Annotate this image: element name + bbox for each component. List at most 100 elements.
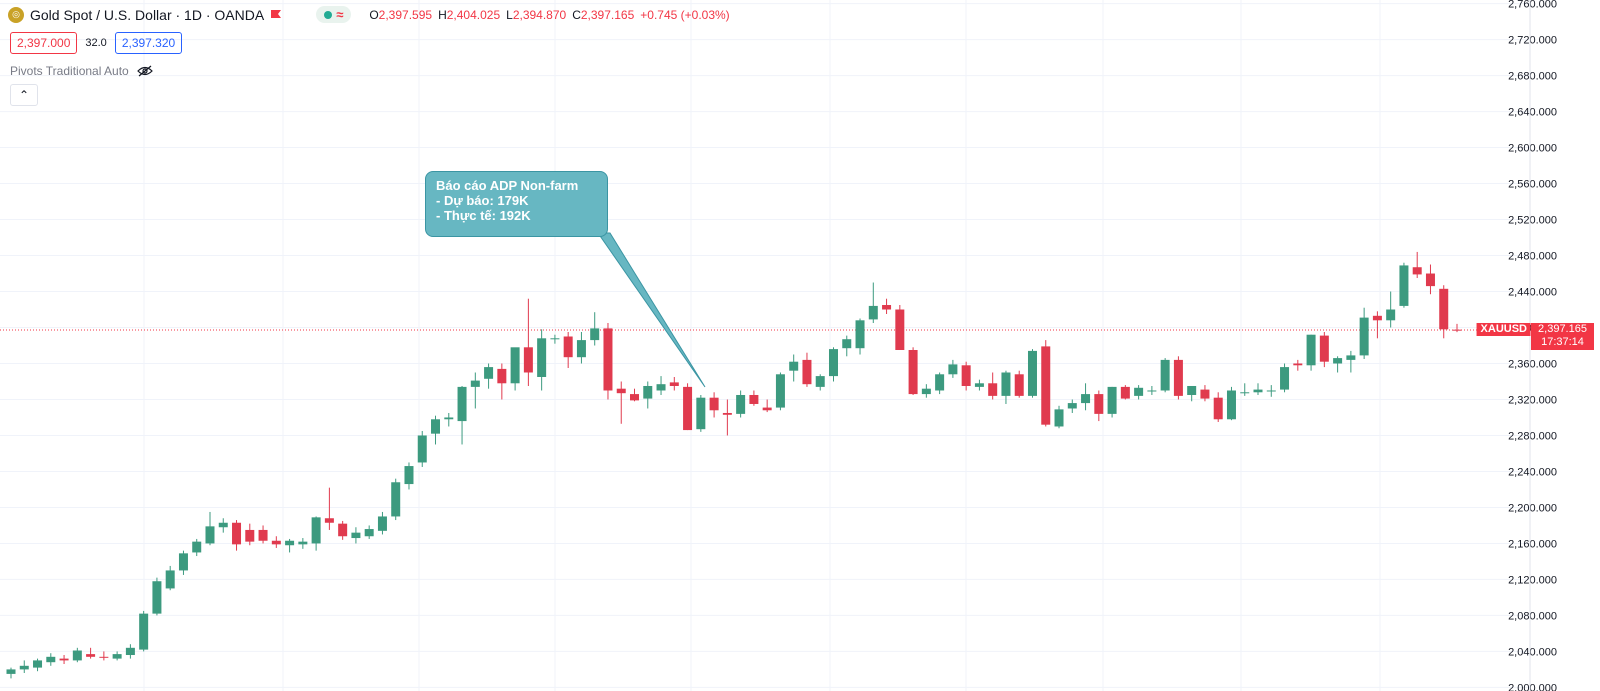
candle <box>576 332 586 364</box>
candle <box>656 376 666 395</box>
buy-price-button[interactable]: 2,397.320 <box>114 32 183 54</box>
candle-body <box>1306 334 1316 366</box>
candle-body <box>1187 385 1197 395</box>
candle-body <box>46 656 56 663</box>
candle <box>391 478 401 521</box>
candle <box>683 383 693 431</box>
candle <box>616 381 626 424</box>
candle <box>1372 311 1382 339</box>
approx-icon: ≈ <box>336 7 344 22</box>
candle-body <box>99 656 109 658</box>
candle <box>470 372 480 409</box>
candle-body <box>285 540 295 546</box>
candle <box>1293 359 1303 371</box>
candle <box>762 399 772 413</box>
candle-body <box>802 359 812 385</box>
y-tick-label: 2,040.000 <box>1508 646 1557 658</box>
candle-body <box>1439 288 1449 330</box>
eye-hidden-icon[interactable] <box>136 65 153 77</box>
candle-body <box>298 541 308 545</box>
candle <box>722 399 732 436</box>
candle <box>895 305 905 350</box>
candle <box>1054 405 1064 429</box>
candle-body <box>550 338 560 340</box>
bid-ask-row: 2,397.000 32.0 2,397.320 <box>10 32 183 54</box>
candle-body <box>86 654 96 657</box>
candle-body <box>828 349 838 377</box>
candle-body <box>1041 346 1051 425</box>
candle <box>178 550 188 575</box>
candle-body <box>245 529 255 542</box>
candle-body <box>1094 394 1104 414</box>
candle-body <box>1425 273 1435 287</box>
candle-body <box>232 522 242 545</box>
candle <box>497 363 507 400</box>
sell-price-button[interactable]: 2,397.000 <box>10 32 78 54</box>
price-axis[interactable]: 2,760.000 2,720.000 2,680.000 2,640.000 2,60… <box>1508 0 1557 691</box>
candle-body <box>722 412 732 415</box>
candle-body <box>1253 389 1263 393</box>
candle <box>1134 385 1144 400</box>
candle-body <box>762 407 772 411</box>
candle <box>815 374 825 391</box>
candle <box>828 347 838 382</box>
candle <box>988 372 998 400</box>
current-price-value: 2,397.165 <box>1538 323 1587 336</box>
candle <box>1333 356 1343 373</box>
candle-body <box>112 654 122 659</box>
close-value: 2,397.165 <box>580 7 635 22</box>
candle <box>1425 264 1435 295</box>
y-tick-label: 2,640.000 <box>1508 107 1557 119</box>
candle-body <box>935 374 945 391</box>
candle <box>789 354 799 382</box>
candle <box>245 523 255 546</box>
candle <box>205 511 215 546</box>
candle-body <box>1107 386 1117 414</box>
candle-body <box>523 347 533 373</box>
candle-body <box>1081 394 1091 404</box>
y-tick-label: 2,520.000 <box>1508 215 1557 227</box>
y-tick-label: 2,360.000 <box>1508 358 1557 370</box>
grid-lines <box>0 0 1530 691</box>
market-status-pill[interactable]: ≈ <box>316 6 352 23</box>
collapse-legend-button[interactable]: ⌃ <box>10 84 38 106</box>
candle <box>1359 307 1369 359</box>
candle <box>364 525 374 539</box>
candle-body <box>457 386 467 422</box>
indicator-name[interactable]: Pivots Traditional Auto <box>10 64 129 78</box>
indicator-legend[interactable]: Pivots Traditional Auto <box>10 64 153 78</box>
candle-body <box>377 516 387 531</box>
y-tick-label: 2,720.000 <box>1508 35 1557 47</box>
annotation-callout[interactable]: Báo cáo ADP Non-farm - Dự báo: 179K - Th… <box>425 171 608 237</box>
candle-body <box>205 526 215 544</box>
candle-body <box>444 417 454 420</box>
candle-body <box>324 518 334 523</box>
candle-body <box>72 650 82 661</box>
flag-icon[interactable] <box>270 9 282 21</box>
candle <box>431 415 441 445</box>
spread-value: 32.0 <box>85 37 107 49</box>
candle <box>1200 385 1210 402</box>
candle-body <box>1014 374 1024 396</box>
candle <box>630 388 640 402</box>
y-tick-label: 2,440.000 <box>1508 287 1557 299</box>
candle <box>1439 285 1449 339</box>
candle-body <box>775 374 785 408</box>
candle-body <box>921 388 931 395</box>
candle <box>1173 356 1183 400</box>
symbol-title[interactable]: Gold Spot / U.S. Dollar · 1D · OANDA <box>30 6 265 23</box>
y-tick-label: 2,000.000 <box>1508 682 1557 691</box>
candle-body <box>789 361 799 371</box>
candle <box>696 394 706 432</box>
open-value: 2,397.595 <box>378 7 433 22</box>
candle <box>1120 385 1130 400</box>
y-tick-label: 2,680.000 <box>1508 71 1557 83</box>
candle-body <box>537 338 547 377</box>
candle-body <box>311 517 321 544</box>
candle <box>669 376 679 391</box>
annotation-line-3: - Thực tế: 192K <box>436 208 531 223</box>
candle-body <box>1173 359 1183 396</box>
candle-body <box>815 376 825 387</box>
candle-body <box>1226 390 1236 420</box>
